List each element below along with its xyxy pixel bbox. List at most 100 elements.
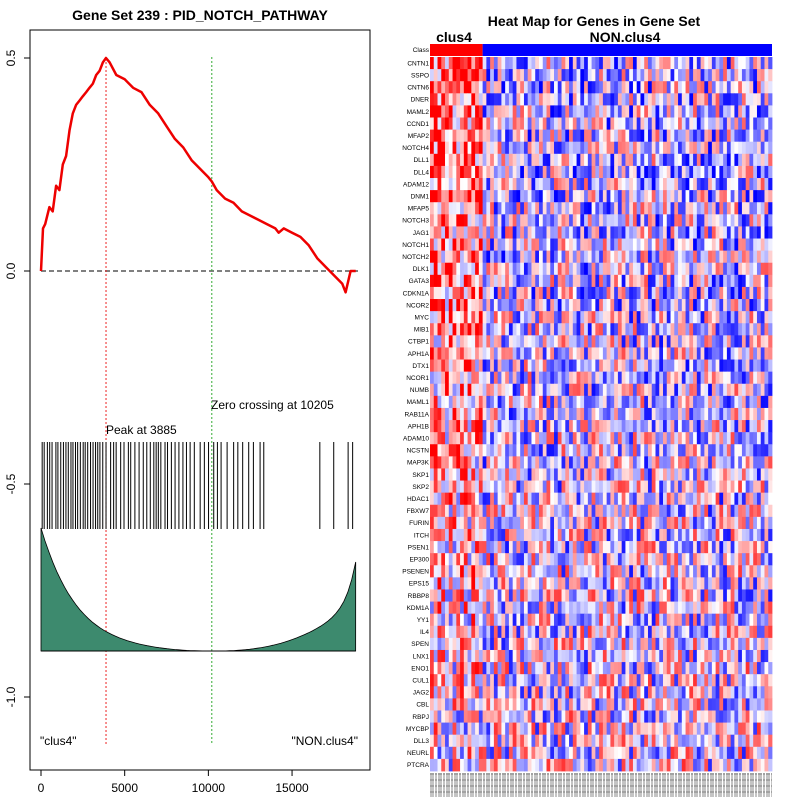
heatmap-cell [452, 528, 457, 542]
heatmap-cell [745, 625, 750, 639]
heatmap-cell [602, 274, 608, 288]
heatmap-cell [606, 359, 611, 373]
heatmap-cell [475, 468, 480, 481]
heatmap-cell [685, 214, 690, 227]
heatmap-cell [651, 577, 656, 590]
heatmap-cell [576, 141, 581, 155]
heatmap-cell [437, 662, 442, 675]
heatmap-cell [516, 637, 521, 651]
heatmap-cell [655, 57, 660, 70]
heatmap-cell [591, 456, 596, 469]
heatmap-cell [475, 178, 480, 191]
heatmap-cell [632, 420, 638, 433]
heatmap-cell [463, 81, 468, 94]
heatmap-cell [708, 274, 713, 288]
heatmap-cell [456, 613, 461, 627]
heatmap-cell [670, 649, 675, 663]
heatmap-cell [663, 468, 668, 481]
heatmap-cell [674, 274, 679, 288]
heatmap-cell [651, 81, 656, 94]
heatmap-cell [738, 226, 743, 239]
heatmap-cell [505, 395, 510, 409]
heatmap-cell [610, 286, 615, 300]
heatmap-cell [591, 383, 596, 397]
heatmap-cell [523, 371, 529, 385]
heatmap-cell [685, 432, 690, 445]
heatmap-cell [689, 262, 694, 276]
heatmap-cell [734, 553, 739, 566]
heatmap-cell [542, 250, 547, 264]
heatmap-cell [561, 226, 566, 239]
heatmap-cell [546, 347, 551, 360]
heatmap-cell [678, 383, 683, 397]
heatmap-cell [437, 286, 442, 300]
heatmap-cell [554, 359, 559, 373]
heatmap-cell [482, 93, 487, 106]
heatmap-cell [696, 420, 701, 433]
heatmap-cell [482, 541, 487, 554]
heatmap-cell [726, 541, 732, 554]
heatmap-cell [610, 105, 615, 118]
heatmap-cell [493, 637, 499, 651]
heatmap-cell [681, 468, 686, 481]
heatmap-cell [565, 625, 570, 639]
heatmap-cell [433, 589, 438, 602]
heatmap-cell [523, 347, 529, 360]
heatmap-cell [681, 625, 686, 639]
heatmap-cell [463, 444, 468, 457]
heatmap-cell [640, 492, 645, 506]
heatmap-cell [651, 371, 656, 385]
heatmap-cell [647, 698, 653, 711]
heatmap-cell [606, 105, 611, 118]
heatmap-cell [753, 226, 758, 239]
heatmap-cell [700, 226, 705, 239]
heatmap-cell [659, 686, 664, 699]
heatmap-cell [704, 468, 709, 481]
heatmap-cell [580, 444, 585, 457]
heatmap-cell [448, 190, 453, 203]
heatmap-cell [572, 93, 577, 106]
heatmap-cell [460, 81, 465, 94]
heatmap-cell [760, 383, 765, 397]
heatmap-cell [768, 662, 773, 675]
heatmap-cell [508, 601, 514, 615]
heatmap-cell [452, 286, 457, 300]
heatmap-cell [572, 153, 577, 167]
heatmap-cell [580, 432, 585, 445]
heatmap-cell [768, 395, 773, 409]
heatmap-cell [617, 274, 623, 288]
heatmap-cell [490, 190, 495, 203]
heatmap-cell [542, 165, 547, 179]
heatmap-cell [493, 286, 499, 300]
heatmap-cell [749, 250, 754, 264]
heatmap-cell [644, 637, 649, 651]
heatmap-cell [595, 601, 600, 615]
heatmap-cell [445, 141, 450, 155]
heatmap-cell [685, 541, 690, 554]
heatmap-cell [640, 178, 645, 191]
heatmap-cell [610, 153, 615, 167]
heatmap-cell [659, 202, 664, 215]
heatmap-cell [644, 528, 649, 542]
heatmap-cell [689, 565, 694, 578]
heatmap-cell [741, 214, 747, 227]
heatmap-cell [749, 69, 754, 82]
heatmap-cell [569, 117, 574, 131]
heatmap-cell [512, 407, 517, 421]
heatmap-cell [546, 395, 551, 409]
heatmap-cell [700, 250, 705, 264]
heatmap-cell [632, 698, 638, 711]
heatmap-cell [433, 153, 438, 167]
heatmap-cell [475, 407, 480, 421]
heatmap-cell [685, 274, 690, 288]
heatmap-cell [475, 347, 480, 360]
heatmap-cell [430, 226, 435, 239]
heatmap-cell [448, 274, 453, 288]
heatmap-cell [527, 81, 532, 94]
heatmap-cell [482, 274, 487, 288]
heatmap-cell [572, 214, 577, 227]
heatmap-cell [719, 178, 724, 191]
heatmap-cell [493, 129, 499, 143]
heatmap-cell [606, 117, 611, 131]
heatmap-cell [471, 395, 476, 409]
